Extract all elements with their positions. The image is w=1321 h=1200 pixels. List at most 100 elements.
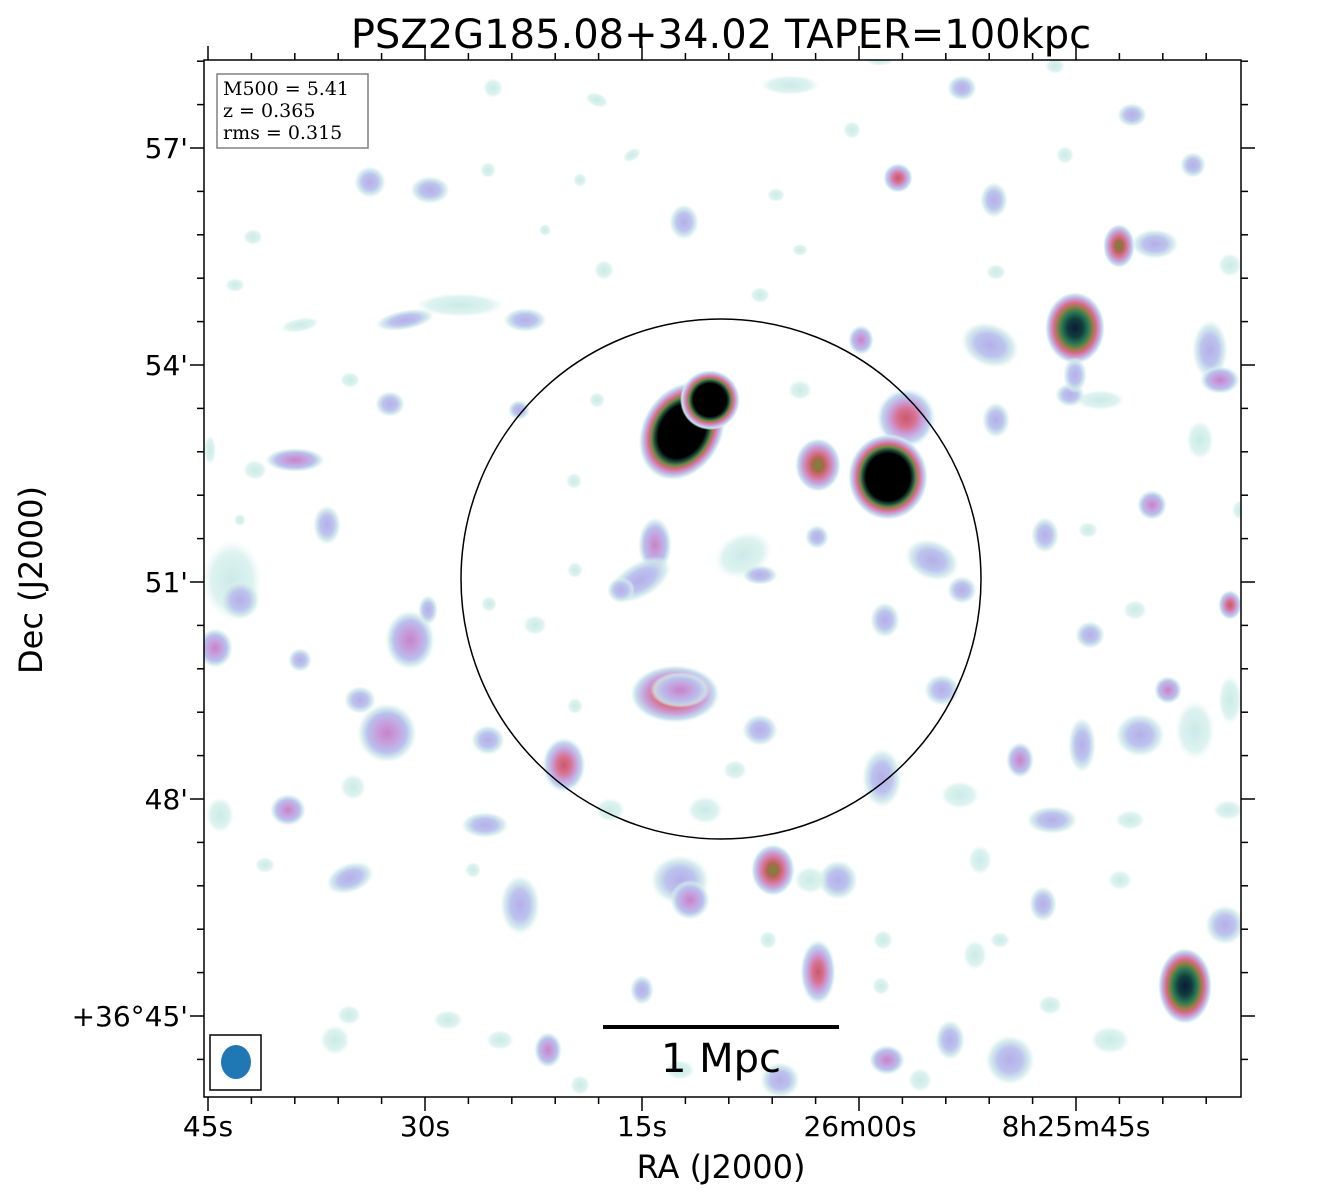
emission-blob — [622, 147, 642, 163]
emission-blob — [1038, 995, 1062, 1015]
emission-blob — [567, 562, 583, 578]
emission-blob — [669, 204, 699, 240]
emission-blob — [234, 514, 246, 526]
emission-blob — [742, 565, 778, 585]
emission-blob — [1075, 390, 1125, 410]
emission-blob — [1205, 905, 1241, 945]
emission-blob — [313, 505, 341, 545]
y-tick-label: +36°45' — [72, 1000, 188, 1033]
emission-blob — [385, 610, 435, 670]
emission-blob — [418, 595, 438, 625]
emission-blob — [908, 1068, 932, 1092]
emission-blob — [963, 940, 987, 970]
emission-blob — [751, 844, 795, 896]
emission-blob — [1186, 420, 1214, 460]
emission-blob — [375, 391, 405, 417]
emission-blob — [1218, 590, 1241, 620]
emission-blob — [570, 1075, 590, 1095]
emission-blob — [325, 861, 375, 895]
emission-blob — [1056, 146, 1074, 164]
emission-blob — [280, 317, 320, 333]
emission-blob — [1117, 103, 1147, 127]
emission-blob — [1131, 229, 1179, 259]
emission-blob — [595, 798, 625, 822]
emission-blob — [566, 473, 582, 489]
emission-blob — [471, 725, 505, 755]
emission-blob — [723, 760, 747, 780]
emission-blob — [542, 737, 586, 793]
emission-blob — [1192, 320, 1228, 380]
emission-blob — [1115, 713, 1165, 757]
emission-blob — [1175, 700, 1215, 760]
y-tick-label: 54' — [145, 349, 188, 382]
emission-blob — [573, 173, 587, 187]
y-tick-label: 48' — [145, 783, 188, 816]
emission-blob — [480, 162, 496, 178]
emission-blob — [990, 932, 1010, 948]
emission-blob — [1218, 253, 1241, 277]
emission-blob — [935, 1020, 965, 1060]
emission-blob — [848, 325, 874, 355]
y-tick-label: 51' — [145, 566, 188, 599]
emission-blob — [523, 615, 547, 635]
emission-blob — [357, 703, 417, 763]
emission-blob — [288, 648, 312, 672]
emission-blob — [947, 576, 977, 604]
emission-blob — [1029, 886, 1057, 922]
emission-blob — [795, 438, 841, 492]
emission-blob — [869, 1045, 905, 1075]
emission-blob — [243, 229, 263, 245]
x-tick-label: 26m00s — [803, 1110, 916, 1143]
emission-blob — [320, 1025, 350, 1055]
emission-blob — [1123, 600, 1147, 620]
emission-blob — [848, 434, 928, 520]
emission-blob — [206, 797, 234, 833]
emission-blob — [1158, 948, 1212, 1024]
x-tick-label: 30s — [400, 1110, 450, 1143]
emission-blob — [1031, 517, 1059, 553]
emission-blob — [870, 602, 900, 638]
emission-blob — [204, 435, 216, 465]
emission-blob — [1154, 676, 1182, 704]
emission-blob — [1078, 522, 1098, 538]
emission-blob — [340, 774, 366, 800]
emission-blob — [630, 975, 654, 1005]
emission-blob — [985, 1035, 1035, 1085]
emission-blob — [1232, 500, 1241, 520]
emission-blob — [940, 781, 980, 809]
y-axis-label: Dec (J2000) — [12, 486, 50, 674]
emission-blob — [800, 939, 836, 1005]
emission-blob — [1213, 800, 1241, 820]
emission-blob — [337, 1005, 361, 1025]
emission-blob — [1075, 621, 1105, 649]
emission-blob — [410, 176, 450, 204]
emission-blob — [481, 596, 497, 612]
emission-blob — [960, 321, 1020, 369]
info-box: M500 = 5.41 z = 0.365 rms = 0.315 — [216, 73, 369, 149]
emission-blob — [687, 796, 723, 824]
emission-blob — [1006, 742, 1034, 778]
emission-blob — [354, 166, 386, 198]
emission-map — [204, 60, 1241, 1097]
emission-blob — [968, 845, 992, 875]
emission-blob — [375, 308, 435, 332]
emission-blob — [680, 370, 740, 430]
emission-blob — [1068, 717, 1096, 773]
beam-ellipse — [221, 1045, 251, 1079]
emission-blob — [883, 163, 913, 193]
figure-title: PSZ2G185.08+34.02 TAPER=100kpc — [351, 12, 1091, 58]
emission-blob — [461, 812, 509, 838]
emission-blob — [1063, 357, 1087, 393]
emission-blob — [767, 188, 785, 202]
emission-blob — [220, 580, 260, 620]
emission-blob — [1200, 366, 1240, 394]
emission-blob — [947, 75, 977, 101]
scale-bar: 1 Mpc — [603, 1025, 839, 1082]
emission-blob — [534, 1032, 562, 1068]
emission-blob — [433, 1010, 463, 1030]
emission-blob — [876, 388, 936, 448]
emission-blob — [759, 931, 777, 949]
x-axis-label: RA (J2000) — [637, 1148, 806, 1186]
info-redshift: z = 0.365 — [223, 100, 315, 122]
emission-blob — [500, 875, 540, 935]
